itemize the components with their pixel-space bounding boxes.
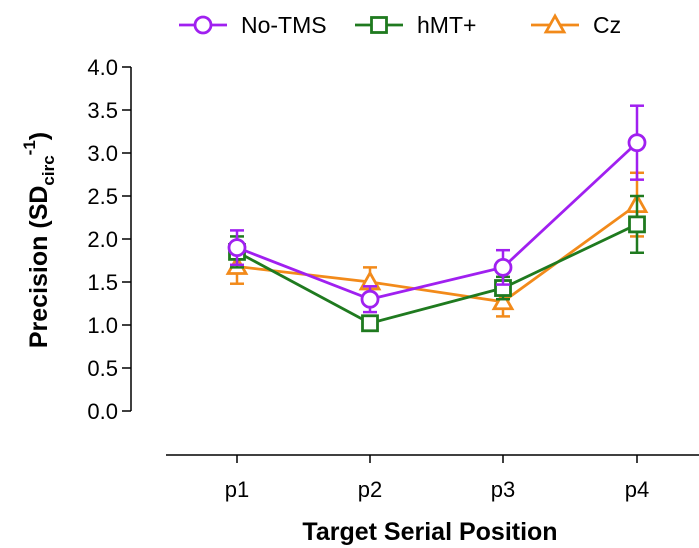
- series-hmt-: [228, 194, 646, 333]
- data-point: [627, 133, 647, 153]
- x-tick-label: p1: [225, 477, 249, 502]
- legend-marker: [543, 13, 567, 34]
- data-point: [360, 289, 380, 309]
- legend-item: No-TMS: [179, 12, 327, 38]
- y-axis-title-main: Precision (SD: [25, 186, 53, 349]
- data-point: [227, 238, 247, 258]
- data-point: [361, 314, 379, 333]
- y-tick-label: 4.0: [87, 55, 118, 80]
- x-tick-label: p3: [491, 477, 515, 502]
- y-axis-title-sub: circ: [39, 155, 58, 185]
- y-tick-label: 2.0: [87, 227, 118, 252]
- legend-item: Cz: [531, 12, 621, 38]
- legend-marker: [193, 15, 213, 35]
- legend-item: hMT+: [355, 12, 476, 38]
- series-no-tms: [227, 104, 647, 314]
- legend-label: Cz: [593, 12, 621, 38]
- series-line: [236, 141, 638, 301]
- legend-label: hMT+: [417, 12, 476, 38]
- x-axis-title: Target Serial Position: [302, 518, 557, 546]
- legend-marker: [370, 16, 388, 34]
- legend-label: No-TMS: [241, 12, 327, 38]
- y-tick-label: 2.5: [87, 184, 118, 209]
- y-ticks: 0.0 0.5 1.0 1.5 2.0 2.5 3.0 3.5 4.0: [87, 55, 131, 424]
- x-tick-label: p2: [358, 477, 382, 502]
- y-tick-label: 0.5: [87, 356, 118, 381]
- legend: No-TMS hMT+ Cz: [179, 12, 621, 38]
- data-point: [493, 257, 513, 277]
- y-tick-label: 0.0: [87, 399, 118, 424]
- x-tick-label: p4: [625, 477, 649, 502]
- series-line: [236, 223, 638, 325]
- x-ticks: p1 p2 p3 p4: [225, 455, 649, 502]
- y-tick-label: 1.0: [87, 313, 118, 338]
- y-tick-label: 1.5: [87, 270, 118, 295]
- y-tick-label: 3.0: [87, 141, 118, 166]
- axes: [130, 67, 699, 456]
- y-axis-title-close: ): [25, 132, 53, 140]
- y-axis-title: Precision (SDcirc-1): [20, 132, 58, 348]
- data-point: [491, 289, 515, 311]
- data-point: [628, 215, 646, 234]
- y-tick-label: 3.5: [87, 98, 118, 123]
- series-layer: [225, 104, 649, 333]
- y-axis-title-sup: -1: [20, 140, 39, 155]
